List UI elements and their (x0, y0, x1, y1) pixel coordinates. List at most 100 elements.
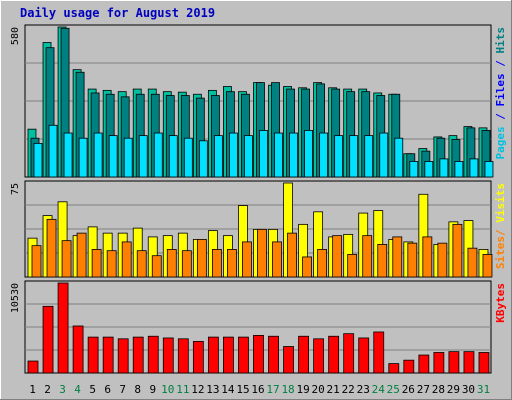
bar-sites (242, 241, 252, 278)
bar-pages (78, 137, 88, 178)
bar-sites (317, 249, 328, 278)
bar-kbytes (388, 363, 400, 374)
x-tick-label: 20 (312, 383, 325, 396)
bar-sites (377, 244, 388, 278)
bar-kbytes (418, 354, 430, 374)
chart-title: Daily usage for August 2019 (20, 6, 215, 20)
bar-kbytes (313, 338, 325, 374)
bar-kbytes (433, 352, 445, 374)
x-tick-label: 24 (372, 383, 386, 396)
bar-kbytes (238, 336, 249, 374)
x-tick-label: 5 (89, 383, 96, 396)
bar-kbytes (283, 346, 294, 374)
y-max-label: 10530 (10, 283, 21, 313)
bar-sites (392, 236, 403, 278)
x-tick-label: 15 (236, 383, 249, 396)
bar-kbytes (27, 360, 39, 374)
bar-kbytes (268, 335, 279, 374)
x-tick-label: 22 (342, 383, 355, 396)
bar-kbytes (87, 336, 99, 374)
series-pages (33, 124, 494, 178)
bar-sites (302, 256, 312, 278)
panel-hits: 580 Pages / Files / Hits (10, 24, 507, 178)
bar-pages (304, 130, 313, 178)
bar-kbytes (298, 335, 309, 374)
bar-pages (48, 124, 58, 178)
bar-sites (181, 250, 192, 278)
bar-sites (332, 235, 343, 278)
x-tick-label: 25 (387, 383, 400, 396)
panel-kbytes: 10530 KBytes (10, 280, 507, 374)
bar-sites (347, 254, 358, 278)
legend-separator: / (494, 54, 507, 74)
legend-hits: Pages / Files / Hits (494, 27, 507, 160)
bar-kbytes (147, 335, 159, 374)
bar-pages (93, 132, 103, 178)
bar-kbytes (223, 336, 234, 374)
bar-sites (31, 245, 42, 278)
bar-sites (467, 247, 478, 278)
bar-pages (274, 132, 283, 178)
panel-visits: 75 Sites/ Visits (10, 180, 507, 278)
x-tick-label: 28 (432, 383, 445, 396)
x-axis-labels: 1 2 3 4 5 6 7 8 9 10 11 12 13 14 15 16 17 18 19 20 21 22 23 24 2… (29, 383, 490, 396)
bar-sites (136, 250, 147, 278)
bar-sites (227, 249, 237, 278)
bar-kbytes (192, 340, 204, 374)
bar-sites (437, 242, 448, 278)
bar-kbytes (72, 325, 84, 374)
x-tick-label: 2 (44, 383, 51, 396)
x-tick-label: 19 (296, 383, 309, 396)
bar-pages (63, 132, 73, 178)
bar-kbytes (403, 359, 415, 374)
legend-visits: Sites/ Visits (494, 183, 507, 269)
legend-entry: Files (494, 73, 507, 106)
bar-pages (229, 132, 238, 178)
x-tick-label: 7 (119, 383, 126, 396)
bar-pages (439, 158, 449, 178)
x-tick-label: 11 (176, 383, 189, 396)
bar-sites (407, 242, 418, 278)
x-tick-label: 13 (206, 383, 219, 396)
bar-kbytes (207, 336, 219, 374)
bar-sites (106, 250, 117, 278)
x-tick-label: 18 (281, 383, 294, 396)
bar-kbytes (358, 337, 370, 374)
bar-pages (319, 132, 329, 178)
bar-kbytes (448, 351, 460, 374)
bar-pages (334, 135, 344, 178)
bar-pages (454, 161, 464, 178)
x-tick-label: 9 (149, 383, 156, 396)
y-max-label: 580 (10, 27, 21, 45)
bar-pages (469, 158, 479, 178)
x-tick-label: 27 (417, 383, 430, 396)
bar-pages (409, 161, 419, 178)
bar-kbytes (57, 282, 69, 374)
bar-pages (108, 135, 118, 178)
x-tick-label: 1 (29, 383, 36, 396)
legend-entry: KBytes (494, 283, 507, 323)
bar-pages (364, 135, 374, 178)
bar-pages (259, 130, 268, 178)
x-tick-label: 30 (462, 383, 475, 396)
bar-kbytes (463, 351, 475, 374)
bar-pages (183, 137, 193, 178)
bar-pages (153, 132, 163, 178)
bar-pages (424, 161, 434, 178)
bar-pages (484, 161, 494, 178)
legend-separator (494, 223, 507, 230)
x-tick-label: 3 (59, 383, 66, 396)
bar-pages (379, 132, 389, 178)
legend-entry: / (494, 229, 507, 236)
x-tick-label: 6 (104, 383, 111, 396)
legend-separator: / (494, 107, 507, 127)
x-tick-label: 4 (74, 383, 81, 396)
bar-sites (211, 249, 222, 278)
bar-kbytes (343, 333, 355, 374)
bar-pages (244, 135, 253, 178)
bar-sites (452, 223, 463, 278)
bar-kbytes (102, 336, 114, 374)
bar-kbytes (132, 336, 144, 374)
bar-sites (287, 232, 297, 278)
